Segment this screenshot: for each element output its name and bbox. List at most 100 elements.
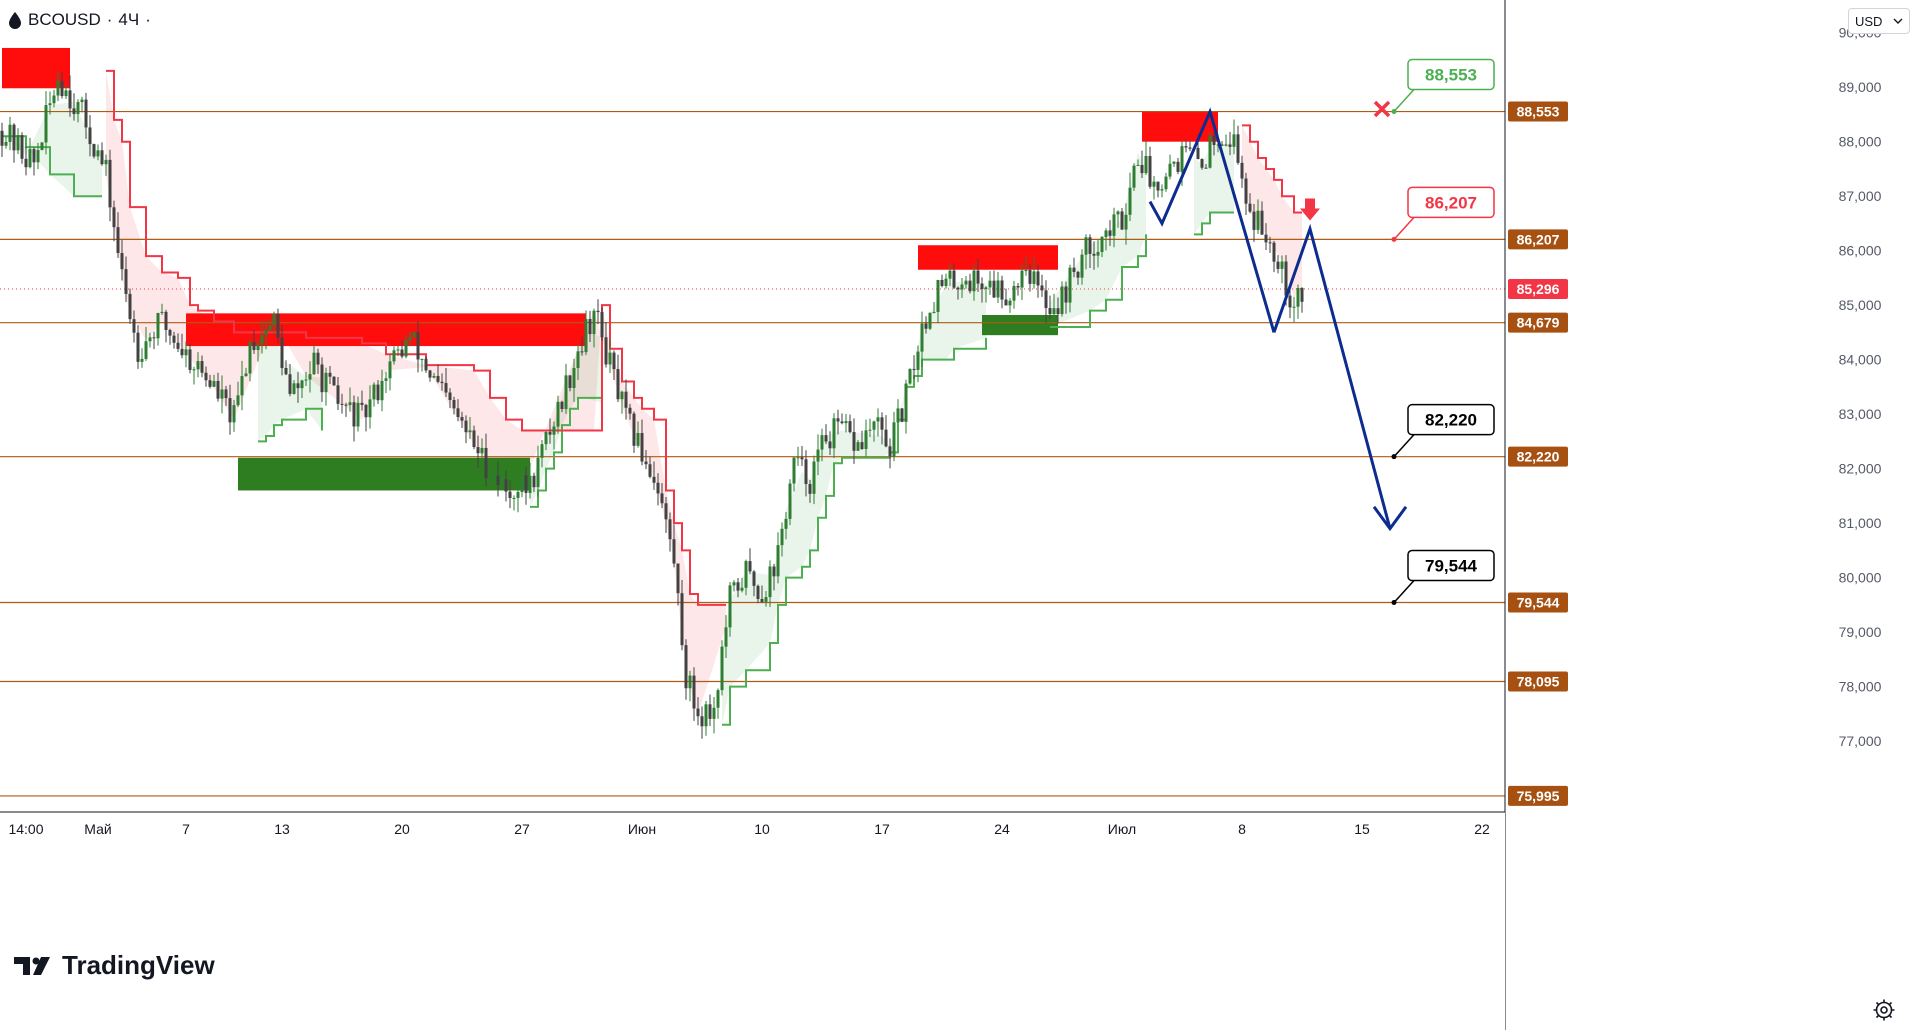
candle-body — [700, 716, 704, 727]
candle-body — [336, 385, 340, 404]
timeframe-label[interactable]: 4Ч — [118, 10, 140, 29]
candle-body — [244, 373, 248, 377]
candle-body — [460, 417, 464, 421]
candle-body — [356, 402, 360, 427]
tradingview-logo[interactable]: TradingView — [14, 950, 215, 981]
candle-body — [1148, 156, 1152, 187]
candle-body — [980, 283, 984, 290]
candle-body — [12, 124, 16, 151]
candle-body — [56, 80, 60, 96]
candle-body — [628, 407, 632, 414]
candle-body — [616, 369, 620, 400]
candle-body — [1292, 306, 1296, 308]
candle-body — [536, 457, 540, 488]
candle-body — [1160, 189, 1164, 191]
supply-zone-2 — [918, 245, 1058, 270]
target-label: 86,207 — [1425, 193, 1477, 212]
candle-body — [1104, 230, 1108, 237]
candle-body — [512, 497, 516, 499]
header-separator: · — [106, 10, 113, 29]
candle-body — [1012, 285, 1016, 301]
candle-body — [916, 351, 920, 370]
trail-green-line-0 — [2, 135, 102, 198]
level-badge — [1508, 229, 1568, 250]
candle-body — [956, 287, 960, 290]
candle-body — [832, 418, 836, 449]
forecast-line — [1272, 223, 1392, 530]
currency-selector[interactable]: USD — [1848, 8, 1910, 34]
candle-body — [36, 150, 40, 163]
candle-body — [364, 404, 368, 418]
trail-red-line-2 — [1242, 124, 1302, 214]
time-tick-label: Май — [84, 821, 111, 837]
candle-body — [836, 418, 840, 422]
level-badge-label: 78,095 — [1517, 673, 1560, 689]
candle-body — [484, 447, 488, 479]
candle-body — [92, 144, 96, 157]
candle-body — [312, 352, 316, 375]
current-price-badge — [1508, 279, 1568, 300]
candle-body — [1172, 161, 1176, 164]
symbol-header[interactable]: BCOUSD · 4Ч · — [8, 8, 151, 32]
candle-body — [844, 421, 848, 424]
time-tick-label: 13 — [274, 821, 290, 837]
candle-body — [84, 99, 88, 128]
candle-body — [176, 342, 180, 349]
level-badge — [1508, 785, 1568, 806]
candle-body — [352, 402, 356, 427]
candle-body — [992, 280, 996, 298]
tradingview-logo-icon — [14, 956, 50, 975]
supply-zone-0 — [2, 47, 70, 89]
candle-body — [472, 430, 476, 448]
candle-body — [504, 479, 508, 492]
candle-body — [1216, 144, 1220, 146]
candle-body — [892, 422, 896, 457]
candle-body — [368, 399, 372, 418]
candle-body — [740, 587, 744, 591]
candle-body — [972, 270, 976, 292]
candle-body — [1248, 203, 1252, 212]
candle-body — [204, 372, 208, 381]
level-badge — [1508, 101, 1568, 122]
candle-body — [652, 476, 656, 483]
candle-body — [856, 442, 860, 451]
candle-body — [1204, 167, 1208, 169]
candle-body — [632, 413, 636, 446]
candle-body — [664, 503, 668, 520]
candle-body — [1244, 178, 1248, 204]
candle-body — [452, 400, 456, 409]
candle-body — [1044, 290, 1048, 309]
level-badge — [1508, 446, 1568, 467]
candle-body — [492, 475, 496, 478]
candle-body — [200, 361, 204, 373]
price-tick-label: 85,000 — [1839, 297, 1882, 313]
candle-body — [592, 310, 596, 335]
candle-body — [1208, 135, 1212, 168]
candle-body — [1092, 253, 1096, 256]
candle-body — [812, 461, 816, 494]
candle-body — [412, 332, 416, 337]
candle-body — [600, 312, 604, 338]
candle-body — [104, 159, 108, 165]
candle-body — [1276, 261, 1280, 269]
candle-body — [1256, 210, 1260, 230]
candle-body — [240, 376, 244, 396]
time-tick-label: 10 — [754, 821, 770, 837]
oil-drop-icon — [9, 12, 21, 29]
candle-body — [1164, 176, 1168, 190]
candle-body — [232, 405, 236, 423]
currency-label: USD — [1855, 13, 1883, 29]
time-axis: 14:00 Май 7 13 20 27 Июн 10 17 24 Июл 8 15 22 — [0, 811, 1505, 1030]
candle-body — [80, 99, 84, 103]
candle-body — [1296, 288, 1300, 307]
candle-body — [500, 479, 504, 486]
candle-body — [192, 369, 196, 371]
gear-icon[interactable] — [1872, 998, 1896, 1022]
candle-body — [428, 370, 432, 378]
candle-body — [372, 384, 376, 400]
candle-body — [208, 380, 212, 387]
candle-body — [808, 483, 812, 494]
candle-body — [1072, 267, 1076, 272]
